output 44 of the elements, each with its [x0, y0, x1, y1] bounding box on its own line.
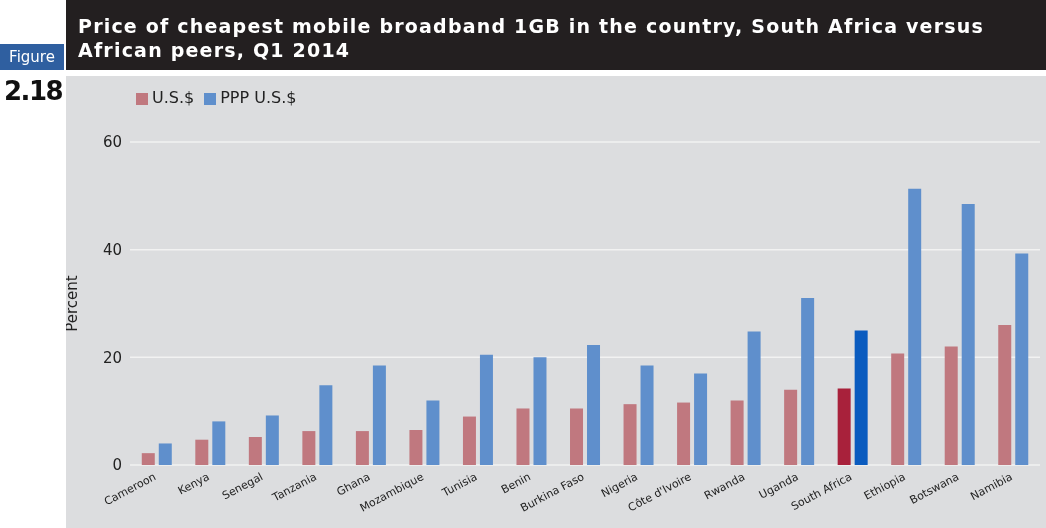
bar — [730, 400, 744, 465]
bar — [265, 415, 279, 465]
bar — [623, 404, 637, 465]
bar — [355, 431, 369, 465]
bar — [854, 330, 868, 465]
bar — [409, 430, 423, 465]
bar — [747, 331, 761, 465]
bar — [640, 365, 654, 465]
bar — [302, 431, 316, 465]
bar — [426, 400, 440, 465]
text: 2.18 — [2, 76, 64, 106]
bar — [462, 416, 476, 465]
bar — [479, 354, 493, 465]
bar — [784, 389, 798, 465]
chart-title: Price of cheapest mobile broadband 1GB in the country, South Africa versus African peers, Q1 2014 — [66, 0, 1046, 70]
bar — [961, 203, 975, 465]
y-axis-title: Percent — [63, 275, 82, 332]
bar — [195, 439, 209, 465]
bar — [372, 365, 386, 465]
y-tick-label: 0 — [112, 456, 122, 475]
bar — [677, 402, 691, 465]
bar — [533, 357, 547, 465]
bar — [694, 373, 708, 465]
legend-label: PPP U.S.$ — [220, 88, 297, 107]
legend-label: U.S.$ — [152, 88, 195, 107]
y-tick-label: 60 — [102, 133, 122, 152]
bar — [944, 346, 958, 465]
bar — [1015, 253, 1029, 465]
bar — [319, 385, 333, 465]
bar — [141, 453, 155, 465]
bar — [516, 408, 530, 465]
bar — [570, 408, 584, 465]
y-tick-label: 40 — [102, 240, 122, 259]
bar — [891, 353, 905, 465]
bar — [998, 325, 1012, 465]
bar — [248, 437, 262, 465]
bar — [212, 421, 226, 465]
bar — [587, 344, 601, 465]
text: Figure — [0, 44, 64, 70]
y-tick-label: 20 — [102, 348, 122, 367]
bar — [908, 188, 922, 465]
bar — [837, 388, 851, 465]
bar — [801, 298, 815, 465]
bar — [158, 443, 172, 465]
